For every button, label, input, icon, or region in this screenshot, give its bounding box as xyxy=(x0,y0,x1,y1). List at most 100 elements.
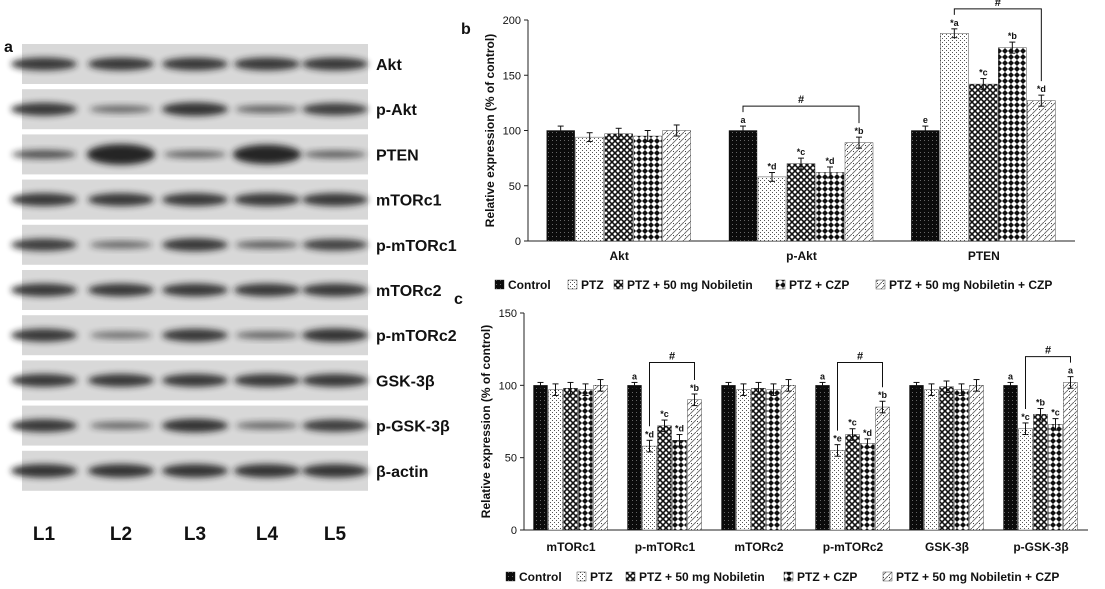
y-tick-label: 50 xyxy=(509,181,521,193)
blot-band-mtorc2-l3 xyxy=(162,283,228,297)
bar-ptz-czp-pten xyxy=(998,47,1027,242)
category-label-p-akt: p-Akt xyxy=(786,249,817,263)
legend-label-ptz-czp: PTZ + CZP xyxy=(789,278,849,292)
blot-lane-labels: L1 L2 L3 L4 L5 xyxy=(33,524,347,545)
blot-band-p-mtorc2-l2 xyxy=(89,331,153,340)
bar-ptz-50-mg-nobiletin-czp-pten xyxy=(1027,100,1056,242)
bar-ptz-50-mg-nobiletin-mtorc2 xyxy=(751,388,766,531)
significance-letter: a xyxy=(740,115,746,125)
bar-ptz-czp-mtorc2 xyxy=(766,389,781,531)
protein-label-actin: β-actin xyxy=(376,464,428,481)
blot-band-actin-l4 xyxy=(233,463,301,478)
bar-ptz-50-mg-nobiletin-czp-p-akt xyxy=(844,142,874,242)
legend-label-ptz: PTZ xyxy=(590,570,613,584)
bar-control-p-gsk-3 xyxy=(1003,385,1018,531)
significance-letter: a xyxy=(820,371,826,381)
bar-ptz-gsk-3 xyxy=(924,389,939,531)
bar-ptz-50-mg-nobiletin-p-gsk-3 xyxy=(1033,414,1048,531)
bar-ptz-p-gsk-3 xyxy=(1018,428,1033,531)
significance-letter: *b xyxy=(878,390,888,400)
blot-protein-labels: Akt p-Akt PTEN mTORc1 p-mTORc1 mTORc2 p-mTORc2… xyxy=(376,57,457,481)
significance-letter: a xyxy=(1008,371,1014,381)
legend-swatch-control xyxy=(494,279,505,290)
bar-ptz-50-mg-nobiletin-czp-akt xyxy=(662,130,691,242)
legend-swatch-ptz xyxy=(567,279,578,290)
legend-label-control: Control xyxy=(519,570,562,584)
legend-label-control: Control xyxy=(508,278,551,292)
significance-letter: *e xyxy=(833,434,842,444)
y-tick-label: 0 xyxy=(515,236,521,248)
bar-control-mtorc2 xyxy=(721,385,736,531)
significance-bracket-p-mtorc1 xyxy=(649,361,695,427)
y-axis-label: Relative expression (% of control) xyxy=(483,34,497,227)
category-label-gsk-3: GSK-3β xyxy=(925,540,969,554)
significance-letter: *d xyxy=(645,429,654,439)
significance-letter: *b xyxy=(1036,397,1046,407)
significance-bracket-pten xyxy=(953,8,1042,82)
significance-letter: *c xyxy=(848,418,857,428)
legend-swatch-ptz-50-mg-nobiletin xyxy=(613,279,624,290)
significance-letter: *c xyxy=(979,68,988,78)
significance-letter: *a xyxy=(950,18,960,28)
significance-hash: # xyxy=(857,350,863,362)
bar-ptz-czp-p-mtorc1 xyxy=(672,440,687,531)
y-tick-label: 150 xyxy=(503,70,521,82)
blot-band-akt-l5 xyxy=(302,57,368,71)
bar-control-akt xyxy=(546,130,575,242)
blot-band-akt-l4 xyxy=(234,57,300,71)
bar-ptz-50-mg-nobiletin-czp-p-gsk-3 xyxy=(1063,382,1078,531)
bar-ptz-50-mg-nobiletin-gsk-3 xyxy=(939,386,954,531)
significance-letter: *d xyxy=(826,156,835,166)
bar-ptz-50-mg-nobiletin-p-mtorc1 xyxy=(657,425,672,531)
category-label-mtorc2: mTORc2 xyxy=(734,540,783,554)
blot-band-actin-l5 xyxy=(301,463,369,478)
blot-band-mtorc1-l3 xyxy=(162,193,228,207)
y-axis-label: Relative expression (% of control) xyxy=(479,325,493,518)
blot-band-akt-l3 xyxy=(162,57,228,71)
significance-letter: a xyxy=(632,371,638,381)
bar-ptz-50-mg-nobiletin-czp-gsk-3 xyxy=(969,385,984,531)
significance-hash: # xyxy=(995,0,1001,9)
blot-band-p-gsk-3-l2 xyxy=(89,421,153,430)
bar-ptz-czp-p-gsk-3 xyxy=(1048,424,1063,531)
blot-band-pten-l5 xyxy=(303,150,367,159)
blot-band-mtorc1-l1 xyxy=(11,193,77,207)
significance-bracket-p-gsk-3 xyxy=(1025,356,1071,409)
bar-ptz-50-mg-nobiletin-czp-mtorc2 xyxy=(781,385,796,531)
significance-letter: *d xyxy=(768,161,777,171)
y-tick-label: 100 xyxy=(503,126,521,138)
significance-hash: # xyxy=(798,94,804,106)
blot-band-p-akt-l2 xyxy=(89,105,153,114)
protein-label-mtorc1: mTORc1 xyxy=(376,193,442,210)
bar-ptz-mtorc2 xyxy=(736,389,751,531)
blot-band-p-mtorc2-l1 xyxy=(11,328,77,342)
blot-band-mtorc2-l2 xyxy=(88,283,154,297)
bar-ptz-50-mg-nobiletin-akt xyxy=(604,133,633,242)
blot-band-p-mtorc2-l3 xyxy=(162,328,228,342)
lane-label-l4: L4 xyxy=(256,524,279,545)
significance-letter: *c xyxy=(797,147,806,157)
significance-letter: e xyxy=(923,115,928,125)
legend-label-ptz-50-mg-nobiletin: PTZ + 50 mg Nobiletin xyxy=(627,278,753,292)
bar-ptz-p-mtorc1 xyxy=(642,445,657,531)
chart-b: 0 50 100 150 200 Relative expression (% of co… xyxy=(483,0,1075,292)
blot-band-actin-l1 xyxy=(10,463,78,478)
blot-band-pten-l1 xyxy=(11,149,77,159)
legend-swatch-ptz-czp xyxy=(775,279,786,290)
blot-band-akt-l2 xyxy=(88,57,154,71)
legend-swatch-ptz xyxy=(576,571,587,582)
blot-band-p-gsk-3-l4 xyxy=(235,421,299,430)
bar-ptz-czp-akt xyxy=(633,135,662,242)
significance-letter: *b xyxy=(1008,31,1018,41)
category-label-p-mtorc1: p-mTORc1 xyxy=(635,540,696,554)
blot-band-gsk-3-l4 xyxy=(234,373,300,387)
significance-letter: *c xyxy=(1021,412,1030,422)
category-label-mtorc1: mTORc1 xyxy=(546,540,595,554)
blot-band-p-mtorc1-l5 xyxy=(302,238,368,251)
blot-band-actin-l3 xyxy=(161,463,229,478)
category-label-p-gsk-3: p-GSK-3β xyxy=(1013,540,1068,554)
lane-label-l3: L3 xyxy=(184,524,206,545)
bar-ptz-50-mg-nobiletin-mtorc1 xyxy=(563,388,578,531)
blot-band-mtorc1-l4 xyxy=(234,193,300,207)
